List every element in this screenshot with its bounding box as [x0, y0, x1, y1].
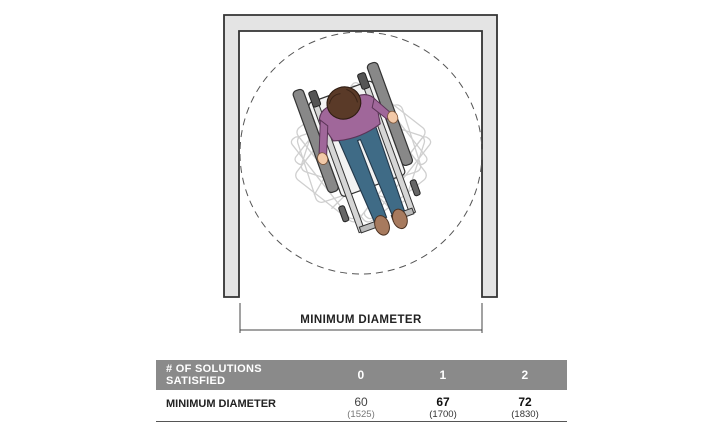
turning-circle: [239, 31, 483, 275]
dimension-line: [239, 303, 483, 333]
header-col-0: 0: [357, 368, 365, 382]
cell-0: 60 (1525): [320, 395, 402, 421]
cell-1-sub: (1700): [429, 409, 457, 420]
cell-2-value: 72: [518, 395, 532, 409]
cell-0-value: 60: [354, 395, 368, 409]
table-header: # OF SOLUTIONS SATISFIED 0 1 2: [156, 360, 567, 390]
dimension-label: MINIMUM DIAMETER: [300, 314, 422, 326]
enclosure-walls: [223, 14, 498, 298]
header-label: # OF SOLUTIONS SATISFIED: [166, 363, 262, 387]
header-col-2: 2: [521, 368, 529, 382]
cell-0-sub: (1525): [347, 409, 375, 420]
cell-1-value: 67: [436, 395, 450, 409]
wheelchair-user: [292, 61, 421, 236]
row-label: MINIMUM DIAMETER: [166, 398, 276, 410]
cell-2: 72 (1830): [484, 395, 566, 421]
table-row: MINIMUM DIAMETER 60 (1525) 67 (1700) 72 …: [156, 390, 567, 422]
turning-space-diagram: [223, 14, 498, 333]
cell-2-sub: (1830): [511, 409, 539, 420]
solutions-table: # OF SOLUTIONS SATISFIED 0 1 2 MINIMUM D…: [156, 360, 567, 422]
header-col-1: 1: [439, 368, 447, 382]
cell-1: 67 (1700): [402, 395, 484, 421]
